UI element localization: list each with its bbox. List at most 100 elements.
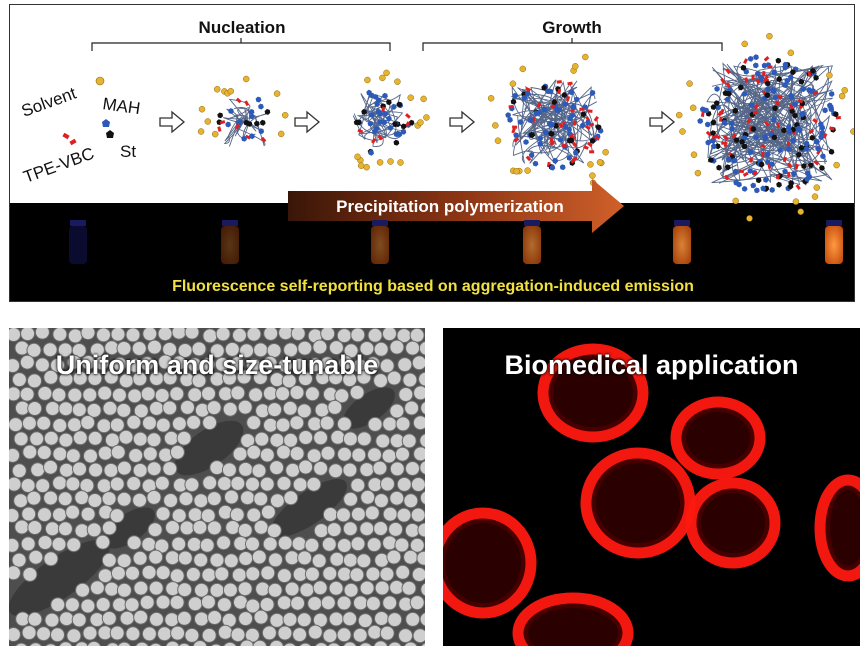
microsphere <box>296 612 312 628</box>
mah-unit <box>573 96 580 103</box>
mah-unit <box>542 129 549 136</box>
microsphere <box>42 342 58 358</box>
mah-unit <box>546 121 553 127</box>
mah-unit <box>764 86 771 92</box>
microsphere <box>58 432 74 448</box>
microsphere <box>343 582 359 598</box>
mah-unit <box>382 110 389 117</box>
microsphere <box>209 582 225 598</box>
tpe-vbc-unit <box>556 80 562 84</box>
solvent-molecule <box>364 76 371 84</box>
microsphere <box>365 356 381 372</box>
mah-unit <box>762 135 768 142</box>
mah-unit <box>795 125 802 132</box>
microsphere <box>337 566 352 582</box>
microsphere <box>125 626 141 642</box>
microsphere <box>149 642 162 646</box>
microsphere <box>95 534 111 550</box>
microsphere <box>314 402 330 418</box>
st-unit <box>755 177 762 184</box>
microsphere <box>43 551 59 567</box>
microsphere <box>382 328 397 342</box>
microsphere <box>19 354 35 370</box>
microsphere <box>253 519 269 535</box>
microsphere <box>379 358 395 374</box>
microsphere <box>297 550 313 566</box>
st-unit <box>795 151 802 158</box>
microsphere <box>11 463 27 479</box>
microsphere <box>9 537 20 553</box>
microsphere <box>313 460 329 476</box>
mah-unit <box>241 135 247 142</box>
st-unit <box>714 143 721 150</box>
tpe-vbc-unit <box>746 118 752 124</box>
tpe-vbc-unit <box>723 174 730 181</box>
microsphere <box>419 460 425 475</box>
microsphere <box>387 612 403 628</box>
microsphere <box>116 553 132 569</box>
microsphere <box>58 401 74 417</box>
microsphere <box>27 611 43 627</box>
st-hexagon <box>106 130 114 138</box>
solvent-molecule <box>281 111 289 119</box>
microsphere <box>351 447 367 463</box>
microsphere <box>254 431 270 447</box>
tpe-vbc-unit <box>512 125 518 129</box>
microsphere <box>398 628 413 644</box>
microsphere <box>58 641 73 646</box>
microsphere <box>419 612 425 627</box>
mah-unit <box>372 128 378 135</box>
solvent-molecule <box>787 49 795 57</box>
tpe-vbc-unit <box>731 133 738 140</box>
microsphere <box>356 369 372 385</box>
tpe-vbc-unit <box>234 123 240 130</box>
microsphere <box>194 611 209 627</box>
microsphere <box>386 370 402 386</box>
microsphere <box>97 568 113 584</box>
microsphere <box>202 415 218 431</box>
tpe-vbc-unit <box>782 156 787 163</box>
microsphere <box>298 371 313 387</box>
microsphere <box>171 536 187 552</box>
microsphere <box>71 612 87 628</box>
tpe-vbc-unit <box>260 136 267 143</box>
microsphere <box>67 328 83 344</box>
st-unit <box>710 130 716 136</box>
microsphere <box>262 355 278 371</box>
microsphere <box>382 595 398 611</box>
mah-unit <box>819 124 826 131</box>
microsphere <box>314 642 328 646</box>
microsphere <box>396 476 412 492</box>
microsphere <box>367 447 382 463</box>
st-unit <box>548 130 555 137</box>
microsphere <box>43 459 58 475</box>
microsphere <box>410 477 425 492</box>
microsphere <box>66 628 82 644</box>
microsphere <box>146 489 162 505</box>
tpe-vbc-unit <box>550 103 556 110</box>
microsphere <box>65 476 81 492</box>
microsphere <box>59 462 74 478</box>
st-unit <box>790 69 796 75</box>
microsphere <box>44 521 60 537</box>
tpe-vbc-unit <box>763 75 769 81</box>
microsphere <box>276 475 292 491</box>
solvent-molecule <box>582 53 589 61</box>
mah-unit <box>367 120 374 127</box>
microsphere <box>52 328 68 342</box>
st-unit <box>772 105 778 112</box>
stage-arrow <box>449 110 476 134</box>
polymer-chain <box>734 97 811 183</box>
mah-unit <box>549 164 556 171</box>
tpe-vbc-unit <box>776 174 780 180</box>
microsphere <box>375 433 391 449</box>
microsphere <box>413 385 425 401</box>
st-unit <box>737 84 744 91</box>
mah-unit <box>382 92 388 99</box>
microsphere <box>101 491 117 507</box>
microsphere <box>209 460 225 476</box>
polymer-chain <box>510 88 571 146</box>
tpe-vbc-unit <box>570 157 576 164</box>
microsphere <box>13 431 29 447</box>
microsphere <box>133 403 149 419</box>
